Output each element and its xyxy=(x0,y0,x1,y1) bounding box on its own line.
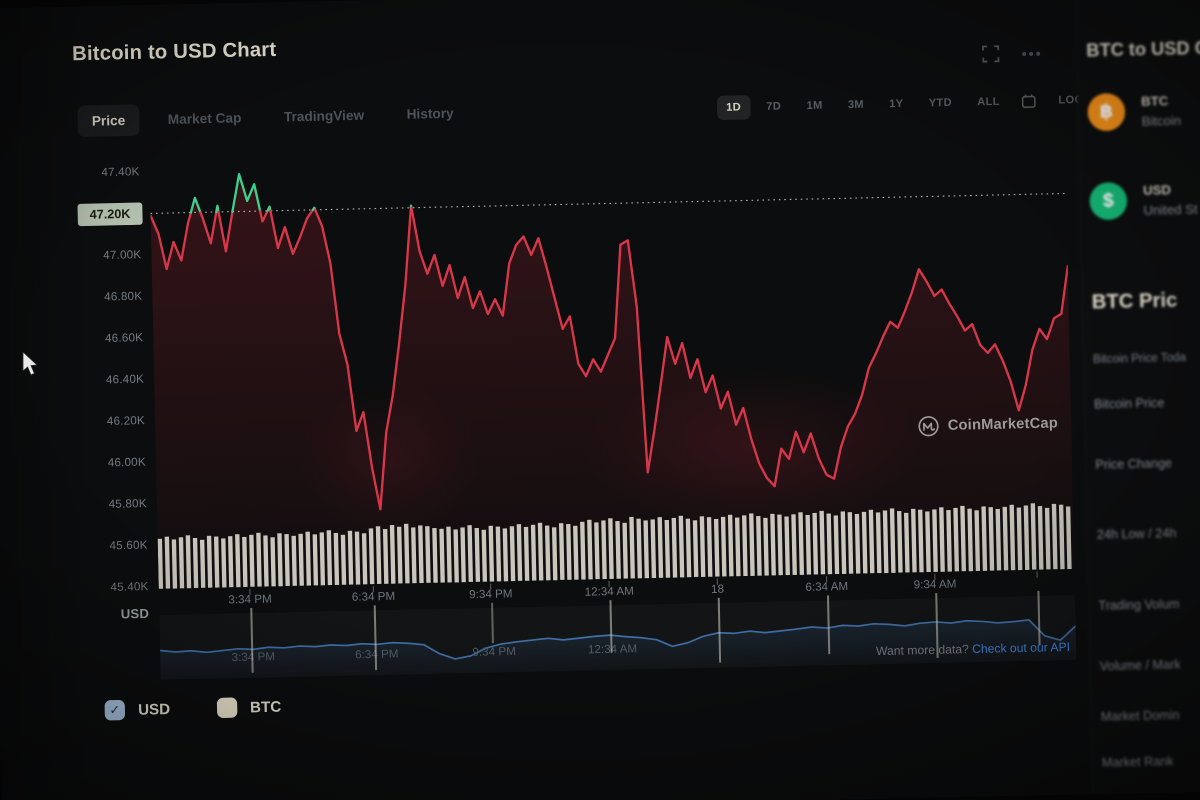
range-1d-button[interactable]: 1D xyxy=(716,95,751,121)
stat-row-market-rank: Market Rank xyxy=(1101,753,1174,770)
y-tick-label: 46.60K xyxy=(104,332,144,346)
stat-row-bitcoin-price: Bitcoin Price xyxy=(1093,395,1165,412)
nav-tick-label: 9:34 PM xyxy=(472,645,516,659)
nav-tick-label: 12:34 AM xyxy=(587,643,638,657)
promo-text: Want more data? xyxy=(875,641,969,659)
chart-navigator[interactable]: 3:34 PM 6:34 PM 9:34 PM 12:34 AM Want mo… xyxy=(159,595,1077,680)
axis-currency-label: USD xyxy=(120,605,150,622)
nav-tick-label: 6:34 PM xyxy=(354,648,399,662)
price-axis: 47.40K 47.00K 46.80K 46.60K 46.40K 46.20… xyxy=(45,5,150,634)
stat-row-trading-volume: Trading Volum xyxy=(1098,596,1180,613)
stats-title: BTC Pric xyxy=(1091,289,1178,314)
x-tick-label: 6:34 AM xyxy=(805,580,849,594)
legend-btc-label: BTC xyxy=(249,697,282,716)
stat-row-24h-low-high: 24h Low / 24h xyxy=(1096,526,1177,543)
legend-btc-toggle[interactable]: BTC xyxy=(216,696,282,719)
navigator-canvas[interactable] xyxy=(159,595,1077,680)
converter-row-btc[interactable]: ฿ BTC Bitcoin xyxy=(1087,92,1182,132)
stat-row-market-dominance: Market Domin xyxy=(1100,708,1180,725)
right-sidebar: BTC to USD Co ฿ BTC Bitcoin $ USD United… xyxy=(1074,0,1200,795)
tab-history[interactable]: History xyxy=(406,105,454,122)
time-range-bar: 1D 7D 1M 3M 1Y YTD ALL LOG xyxy=(716,88,1093,121)
stat-row-volume-market-cap: Volume / Mark xyxy=(1099,657,1181,674)
y-tick-label: 45.60K xyxy=(109,539,148,553)
series-legend: ✓ USD BTC xyxy=(104,696,282,721)
y-tick-label: 46.80K xyxy=(104,290,143,304)
coin-symbol: BTC xyxy=(1140,93,1169,109)
calendar-icon[interactable] xyxy=(1016,94,1043,109)
y-tick-label: 47.00K xyxy=(103,249,142,263)
nav-tick-label: 3:34 PM xyxy=(231,651,276,665)
dollar-icon: $ xyxy=(1089,182,1128,221)
legend-usd-toggle[interactable]: ✓ USD xyxy=(104,699,170,721)
more-menu-icon[interactable]: ••• xyxy=(1021,44,1043,62)
x-tick-label: 9:34 PM xyxy=(469,588,513,602)
open-price-badge: 47.20K xyxy=(77,202,143,227)
range-ytd-button[interactable]: YTD xyxy=(928,96,953,110)
y-tick-label: 47.40K xyxy=(101,166,140,180)
checked-checkbox-icon[interactable]: ✓ xyxy=(104,699,126,721)
bitcoin-icon: ฿ xyxy=(1087,92,1126,132)
stat-row-price-change: Price Change xyxy=(1095,456,1173,473)
coin-symbol: USD xyxy=(1142,182,1171,198)
x-tick-label: 3:34 PM xyxy=(228,593,272,607)
unchecked-checkbox-icon[interactable] xyxy=(216,697,238,719)
x-tick-label: 18 xyxy=(710,583,725,596)
x-tick-label: 9:34 AM xyxy=(913,578,957,592)
y-tick-label: 46.00K xyxy=(107,456,146,470)
y-tick-label: 46.40K xyxy=(105,373,145,387)
converter-title: BTC to USD Co xyxy=(1086,37,1200,61)
coin-name: Bitcoin xyxy=(1141,113,1182,130)
range-7d-button[interactable]: 7D xyxy=(766,100,782,113)
price-chart-canvas[interactable] xyxy=(149,127,1075,617)
coin-name: United St xyxy=(1143,201,1198,219)
chart-tools: ••• xyxy=(982,44,1043,63)
api-link[interactable]: Check out our API xyxy=(971,639,1071,657)
stats-subtitle: Bitcoin Price Toda xyxy=(1092,351,1187,366)
y-tick-label: 46.20K xyxy=(106,414,146,428)
y-tick-label: 45.80K xyxy=(108,497,147,511)
y-tick-label: 45.40K xyxy=(110,580,149,594)
range-3m-button[interactable]: 3M xyxy=(847,98,865,112)
x-tick-label: 6:34 PM xyxy=(351,590,396,604)
range-1m-button[interactable]: 1M xyxy=(806,99,823,113)
tab-market-cap[interactable]: Market Cap xyxy=(167,110,242,128)
fullscreen-icon[interactable] xyxy=(982,45,1000,63)
converter-row-usd[interactable]: $ USD United St xyxy=(1089,180,1198,221)
tab-tradingview[interactable]: TradingView xyxy=(283,107,365,125)
range-all-button[interactable]: ALL xyxy=(977,95,1000,109)
x-tick-label: 12:34 AM xyxy=(584,585,634,599)
range-1y-button[interactable]: 1Y xyxy=(889,97,904,111)
legend-usd-label: USD xyxy=(137,700,171,719)
